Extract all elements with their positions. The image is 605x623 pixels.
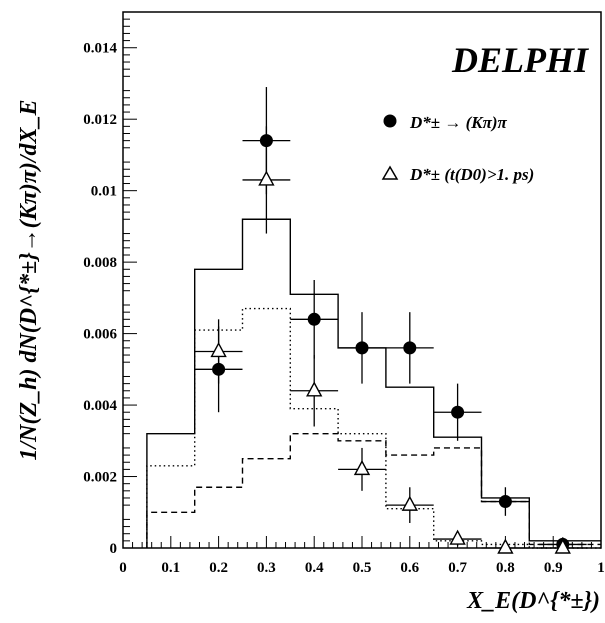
x-tick-label: 0.5: [353, 560, 372, 576]
legend-marker-circle: [383, 114, 397, 128]
data-point-triangle: [306, 381, 323, 397]
data-point-circle: [307, 312, 321, 326]
x-tick-label: 0.7: [448, 560, 467, 576]
data-point-triangle: [449, 529, 466, 545]
y-tick-label: 0.01: [91, 184, 117, 200]
data-points: [194, 87, 587, 554]
data-point-triangle: [497, 538, 514, 554]
y-tick-label: 0.004: [83, 398, 117, 414]
x-tick-label: 0.2: [209, 560, 228, 576]
data-point-triangle: [554, 538, 571, 554]
x-axis-label: X_E(D^{*±}): [466, 588, 600, 614]
mc-histograms: [146, 218, 601, 549]
axis-ticks: 0 0.1 0.2 0.3 0.4 0.5 0.6 0.7 0.8 0.9 1 0 0.002 0.004…: [83, 18, 605, 576]
y-tick-label: 0.006: [83, 327, 117, 343]
x-tick-label: 0.9: [544, 560, 563, 576]
legend-entry-triangle: D*± (t(D0)>1. ps): [409, 165, 534, 184]
y-tick-label: 0.014: [83, 41, 117, 57]
data-point-circle: [355, 341, 369, 355]
y-tick-label: 0.008: [83, 255, 117, 271]
x-tick-label: 1: [597, 560, 605, 576]
x-tick-label: 0.1: [161, 560, 180, 576]
x-tick-label: 0.4: [305, 560, 324, 576]
x-tick-label: 0.3: [257, 560, 276, 576]
x-tick-label: 0: [119, 560, 127, 576]
data-point-circle: [451, 405, 465, 419]
histogram-dashed: [146, 432, 601, 548]
y-tick-label: 0.002: [83, 470, 117, 486]
chart-title: DELPHI: [451, 40, 590, 80]
y-axis-label: 1/N(Z_h) dN(D^{*±}→(Kπ)π)/dX_E: [16, 99, 42, 460]
data-point-triangle: [210, 341, 227, 358]
data-point-triangle: [353, 459, 371, 476]
legend-marker-triangle: [381, 165, 399, 180]
x-tick-label: 0.8: [496, 560, 515, 576]
data-point-triangle: [401, 495, 418, 511]
data-point-circle: [403, 341, 417, 355]
legend-entry-circle: D*± → (Kπ)π: [409, 113, 508, 132]
y-tick-label: 0.012: [83, 112, 117, 128]
data-point-circle: [498, 495, 512, 509]
histogram-dotted: [146, 307, 601, 549]
legend: D*± → (Kπ)π D*± (t(D0)>1. ps): [381, 113, 534, 184]
x-tick-label: 0.6: [400, 560, 419, 576]
histogram-solid: [146, 218, 601, 548]
data-point-triangle: [258, 170, 275, 186]
y-tick-label: 0: [110, 541, 118, 557]
